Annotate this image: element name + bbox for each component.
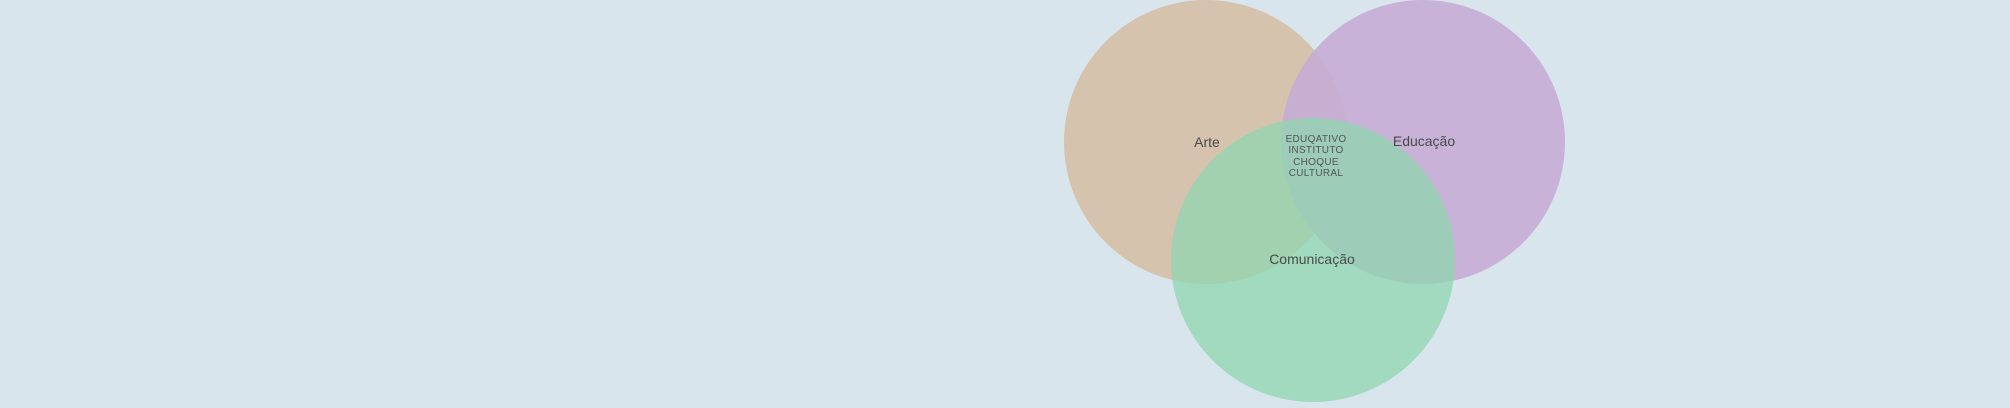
comunicacao-circle[interactable] [1171,118,1455,402]
venn-labels: Arte Educação Comunicação [1194,133,1455,267]
arte-label: Arte [1194,134,1220,150]
educacao-label: Educação [1393,133,1455,149]
center-line-4: CULTURAL [1289,168,1344,179]
center-line-2: INSTITUTO [1288,145,1343,156]
comunicacao-label: Comunicação [1269,251,1355,267]
center-line-1: EDUQATIVO [1286,134,1347,145]
venn-circles [1064,0,1565,402]
center-intersection-text: EDUQATIVO INSTITUTO CHOQUE CULTURAL [1286,134,1347,179]
center-line-3: CHOQUE [1293,157,1339,168]
